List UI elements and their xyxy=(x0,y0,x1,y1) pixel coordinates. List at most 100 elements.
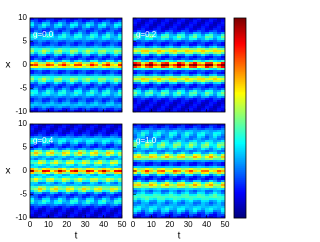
heatmap-cell xyxy=(86,146,90,148)
heatmap-cell xyxy=(34,130,38,132)
heatmap-cell xyxy=(50,94,54,96)
heatmap-cell xyxy=(161,180,165,182)
heatmap-cell xyxy=(74,36,78,38)
heatmap-cell xyxy=(177,190,181,192)
heatmap-cell xyxy=(153,178,157,180)
heatmap-cell xyxy=(157,134,161,136)
heatmap-cell xyxy=(42,100,46,102)
heatmap-cell xyxy=(213,90,217,92)
heatmap-cell xyxy=(86,96,90,98)
heatmap-cell xyxy=(189,52,193,54)
heatmap-cell xyxy=(169,150,173,152)
heatmap-cell xyxy=(106,190,110,192)
heatmap-cell xyxy=(197,134,201,136)
heatmap-cell xyxy=(137,22,141,24)
heatmap-cell xyxy=(185,144,189,146)
heatmap-cell xyxy=(149,180,153,182)
heatmap-cell xyxy=(114,76,118,78)
heatmap-cell xyxy=(38,128,42,130)
heatmap-cell xyxy=(86,106,90,108)
heatmap-cell xyxy=(173,160,177,162)
heatmap-cell xyxy=(197,150,201,152)
heatmap-cell xyxy=(149,194,153,196)
heatmap-cell xyxy=(82,158,86,160)
heatmap-cell xyxy=(30,152,34,154)
heatmap-cell xyxy=(217,200,221,202)
heatmap-cell xyxy=(30,132,34,134)
heatmap-cell xyxy=(201,38,205,40)
heatmap-cell xyxy=(86,100,90,102)
heatmap-cell xyxy=(54,94,58,96)
heatmap-cell xyxy=(153,206,157,208)
heatmap-cell xyxy=(114,38,118,40)
heatmap-cell xyxy=(98,188,102,190)
heatmap-cell xyxy=(137,108,141,110)
heatmap-cell xyxy=(165,184,169,186)
heatmap-cell xyxy=(149,74,153,76)
heatmap-cell xyxy=(78,34,82,36)
heatmap-cell xyxy=(58,180,62,182)
heatmap-cell xyxy=(114,208,118,210)
heatmap-cell xyxy=(213,20,217,22)
heatmap-cell xyxy=(209,64,213,66)
heatmap-cell xyxy=(58,212,62,214)
heatmap-cell xyxy=(185,24,189,26)
heatmap-cell xyxy=(193,64,197,66)
heatmap-cell xyxy=(82,36,86,38)
heatmap-cell xyxy=(213,176,217,178)
heatmap-cell xyxy=(141,158,145,160)
heatmap-cell xyxy=(221,174,225,176)
heatmap-cell xyxy=(133,188,137,190)
heatmap-cell xyxy=(145,196,149,198)
heatmap-cell xyxy=(205,170,209,172)
heatmap-cell xyxy=(58,64,62,66)
heatmap-cell xyxy=(161,58,165,60)
heatmap-cell xyxy=(58,208,62,210)
heatmap-cell xyxy=(78,196,82,198)
heatmap-cell xyxy=(118,146,122,148)
heatmap-cell xyxy=(94,90,98,92)
heatmap-cell xyxy=(165,20,169,22)
heatmap-cell xyxy=(149,42,153,44)
heatmap-cell xyxy=(149,198,153,200)
x-tick-label: 50 xyxy=(118,220,127,229)
heatmap-cell xyxy=(58,186,62,188)
heatmap-cell xyxy=(42,24,46,26)
heatmap-cell xyxy=(62,92,66,94)
heatmap-cell xyxy=(106,146,110,148)
heatmap-cell xyxy=(137,202,141,204)
heatmap-cell xyxy=(58,152,62,154)
heatmap-cell xyxy=(98,46,102,48)
heatmap-cell xyxy=(177,36,181,38)
heatmap-cell xyxy=(38,72,42,74)
heatmap-cell xyxy=(78,40,82,42)
heatmap-cell xyxy=(217,94,221,96)
heatmap-cell xyxy=(66,26,70,28)
heatmap-cell xyxy=(217,162,221,164)
heatmap-cell xyxy=(205,202,209,204)
heatmap-cell xyxy=(50,156,54,158)
heatmap-cell xyxy=(70,198,74,200)
heatmap-cell xyxy=(118,178,122,180)
heatmap-cell xyxy=(193,86,197,88)
heatmap-cell xyxy=(209,126,213,128)
heatmap-cell xyxy=(221,202,225,204)
heatmap-cell xyxy=(78,24,82,26)
heatmap-cell xyxy=(213,24,217,26)
heatmap-cell xyxy=(38,42,42,44)
heatmap-cell xyxy=(133,202,137,204)
heatmap-cell xyxy=(137,152,141,154)
heatmap-cell xyxy=(189,162,193,164)
heatmap-cell xyxy=(165,24,169,26)
heatmap-cell xyxy=(205,56,209,58)
heatmap-cell xyxy=(82,42,86,44)
heatmap-cell xyxy=(34,106,38,108)
heatmap-cell xyxy=(161,182,165,184)
colorbar-cell xyxy=(234,142,246,144)
heatmap-cell xyxy=(137,162,141,164)
heatmap-cell xyxy=(106,196,110,198)
heatmap-cell xyxy=(169,170,173,172)
heatmap-cell xyxy=(141,76,145,78)
heatmap-cell xyxy=(66,126,70,128)
heatmap-cell xyxy=(209,104,213,106)
